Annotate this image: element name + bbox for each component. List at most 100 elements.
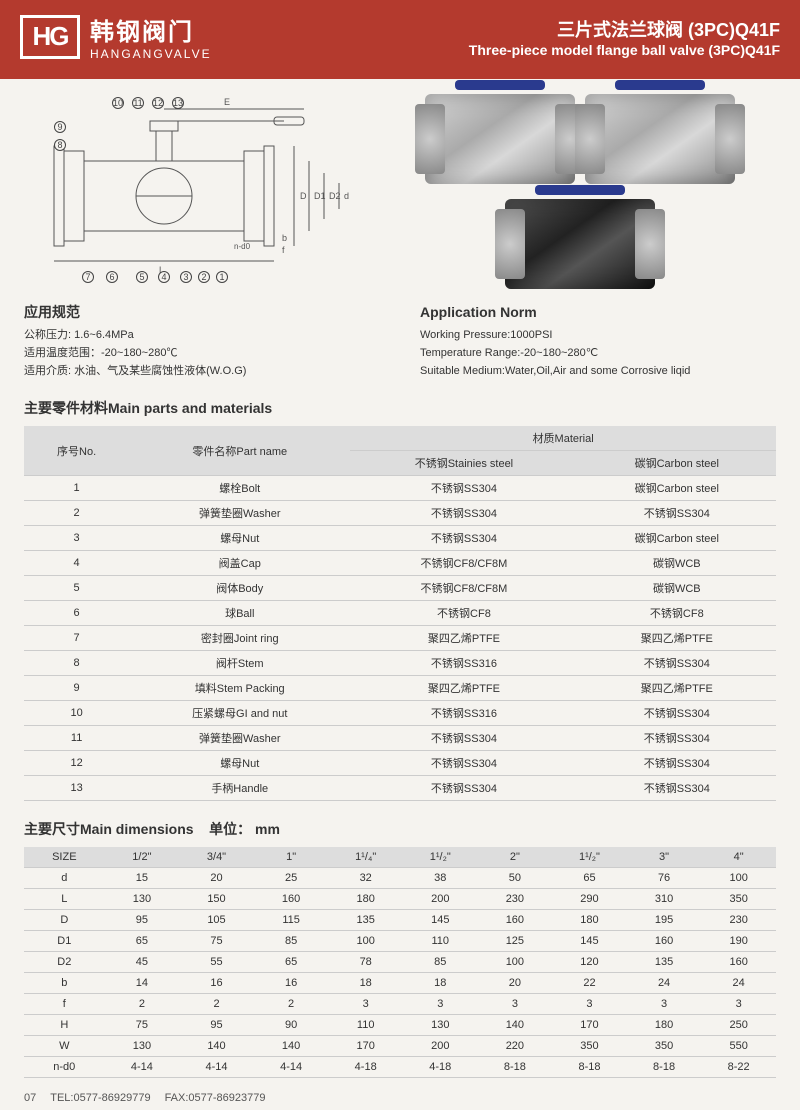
cell-cs: 不锈钢SS304: [578, 501, 776, 526]
dim-val: 170: [328, 1036, 403, 1057]
dim-val: 95: [179, 1015, 254, 1036]
dim-val: 22: [552, 973, 627, 994]
table-row: d1520253238506576100: [24, 868, 776, 889]
dim-head-text: 主要尺寸Main dimensions: [24, 821, 194, 837]
callout-10: 10: [112, 97, 124, 109]
logo-mark: HG: [20, 15, 80, 59]
dim-key: W: [24, 1036, 105, 1057]
dim-unit: mm: [255, 821, 280, 837]
dim-val: 200: [403, 889, 478, 910]
materials-heading: 主要零件材料Main parts and materials: [24, 398, 776, 418]
dim-val: 310: [627, 889, 702, 910]
dim-val: 290: [552, 889, 627, 910]
product-title: 三片式法兰球阀 (3PC)Q41F Three-piece model flan…: [469, 16, 780, 58]
dim-val: 180: [328, 889, 403, 910]
dim-key: D2: [24, 952, 105, 973]
table-row: 6球Ball不锈钢CF8不锈钢CF8: [24, 601, 776, 626]
dim-val: 15: [105, 868, 180, 889]
dim-val: 150: [179, 889, 254, 910]
cell-ss: 不锈钢CF8: [350, 601, 577, 626]
dim-val: 20: [478, 973, 553, 994]
cell-part: 密封圈Joint ring: [129, 626, 350, 651]
dim-val: 135: [328, 910, 403, 931]
callout-11: 11: [132, 97, 144, 109]
dim-val: 550: [701, 1036, 776, 1057]
callout-12: 12: [152, 97, 164, 109]
dim-val: 8-18: [552, 1057, 627, 1078]
dim-key: D1: [24, 931, 105, 952]
cell-ss: 不锈钢CF8/CF8M: [350, 551, 577, 576]
figure-row: L D D1 D2 d E b f n-d0 10: [24, 91, 776, 291]
dim-val: 145: [552, 931, 627, 952]
valve-photo-1: [425, 94, 575, 184]
norm-cn-line2: 适用温度范围：-20~180~280℃: [24, 345, 380, 363]
callout-3: 3: [180, 271, 192, 283]
dim-val: 195: [627, 910, 702, 931]
cell-part: 阀盖Cap: [129, 551, 350, 576]
col-part: 零件名称Part name: [129, 426, 350, 476]
dim-val: 115: [254, 910, 329, 931]
materials-table: 序号No. 零件名称Part name 材质Material 不锈钢Staini…: [24, 426, 776, 801]
cell-part: 填料Stem Packing: [129, 676, 350, 701]
dim-val: 105: [179, 910, 254, 931]
table-row: D95105115135145160180195230: [24, 910, 776, 931]
callout-8: 8: [54, 139, 66, 151]
callout-9: 9: [54, 121, 66, 133]
dim-col: 1¹/₄": [328, 847, 403, 868]
cell-ss: 聚四乙烯PTFE: [350, 676, 577, 701]
cell-part: 弹簧垫圈Washer: [129, 501, 350, 526]
cell-cs: 不锈钢CF8: [578, 601, 776, 626]
valve-photo-2: [585, 94, 735, 184]
table-row: 10压紧螺母GI and nut不锈钢SS316不锈钢SS304: [24, 701, 776, 726]
table-row: D1657585100110125145160190: [24, 931, 776, 952]
dim-val: 85: [254, 931, 329, 952]
cell-no: 13: [24, 776, 129, 801]
header-banner: HG 韩钢阀门 HANGANGVALVE 三片式法兰球阀 (3PC)Q41F T…: [0, 0, 800, 79]
dim-val: 160: [478, 910, 553, 931]
cell-ss: 不锈钢SS304: [350, 476, 577, 501]
dim-val: 3: [701, 994, 776, 1015]
dimensions-table: SIZE1/2"3/4"1"1¹/₄"1¹/₂"2"1¹/₂"3"4" d152…: [24, 847, 776, 1078]
dim-val: 350: [627, 1036, 702, 1057]
dim-val: 45: [105, 952, 180, 973]
cell-no: 12: [24, 751, 129, 776]
dim-val: 190: [701, 931, 776, 952]
dim-val: 4-14: [179, 1057, 254, 1078]
dim-val: 32: [328, 868, 403, 889]
dim-val: 140: [254, 1036, 329, 1057]
callout-numbers: 10 11 12 13 9 8 7 6 5 4 3 2 1: [24, 91, 364, 291]
dim-val: 130: [105, 1036, 180, 1057]
cell-cs: 聚四乙烯PTFE: [578, 626, 776, 651]
dim-val: 100: [328, 931, 403, 952]
callout-5: 5: [136, 271, 148, 283]
cell-cs: 碳钢Carbon steel: [578, 526, 776, 551]
dim-key: b: [24, 973, 105, 994]
dim-val: 38: [403, 868, 478, 889]
cell-no: 6: [24, 601, 129, 626]
dim-val: 160: [627, 931, 702, 952]
dim-val: 65: [552, 868, 627, 889]
dim-key: D: [24, 910, 105, 931]
dim-val: 65: [254, 952, 329, 973]
dim-val: 90: [254, 1015, 329, 1036]
table-row: 8阀杆Stem不锈钢SS316不锈钢SS304: [24, 651, 776, 676]
dim-val: 95: [105, 910, 180, 931]
dim-val: 250: [701, 1015, 776, 1036]
valve-photo-3: [505, 199, 655, 289]
cell-part: 螺母Nut: [129, 751, 350, 776]
cell-no: 10: [24, 701, 129, 726]
table-row: n-d04-144-144-144-184-188-188-188-188-22: [24, 1057, 776, 1078]
table-row: L130150160180200230290310350: [24, 889, 776, 910]
cell-no: 5: [24, 576, 129, 601]
dim-val: 230: [701, 910, 776, 931]
cell-no: 1: [24, 476, 129, 501]
page-number: 07: [24, 1092, 36, 1104]
dim-val: 18: [328, 973, 403, 994]
dim-col: 1¹/₂": [552, 847, 627, 868]
brand-text: 韩钢阀门 HANGANGVALVE: [90, 12, 212, 61]
cell-cs: 碳钢Carbon steel: [578, 476, 776, 501]
callout-6: 6: [106, 271, 118, 283]
dim-col: 1/2": [105, 847, 180, 868]
cell-ss: 不锈钢SS304: [350, 726, 577, 751]
dim-val: 3: [328, 994, 403, 1015]
